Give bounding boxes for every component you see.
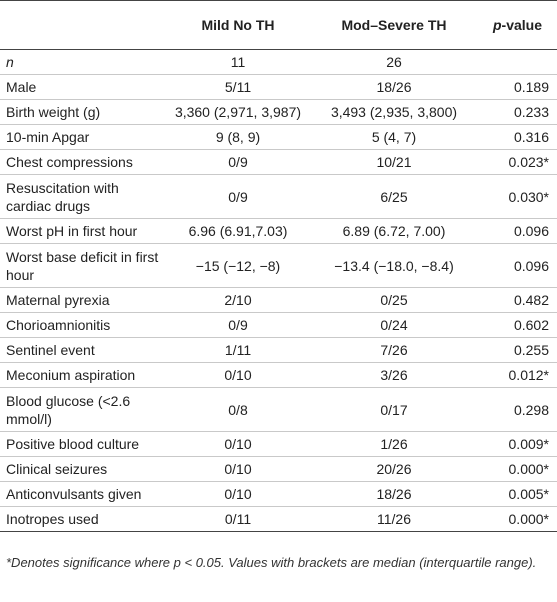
row-label: Anticonvulsants given — [0, 481, 166, 507]
table-body: n 11 26 Male 5/11 18/26 0.189 Birth weight (g) 3… — [0, 49, 557, 532]
cell-p-value: 0.316 — [478, 124, 557, 150]
table-footnote: *Denotes significance where p < 0.05. Va… — [6, 555, 537, 570]
cell-mild-no-th: 11 — [166, 49, 310, 75]
row-label: Meconium aspiration — [0, 362, 166, 388]
cell-p-value: 0.255 — [478, 337, 557, 363]
header-row: Mild No TH Mod–Severe TH p-value — [0, 0, 557, 50]
table-row: Clinical seizures 0/10 20/26 0.000* — [0, 456, 557, 482]
cell-mild-no-th: 0/8 — [166, 387, 310, 432]
row-label: Positive blood culture — [0, 431, 166, 457]
cell-p-value: 0.023* — [478, 149, 557, 175]
row-label: Blood glucose (<2.6 mmol/l) — [0, 387, 166, 432]
cell-mild-no-th: 0/10 — [166, 481, 310, 507]
row-label: Birth weight (g) — [0, 99, 166, 125]
table-row: Chest compressions 0/9 10/21 0.023* — [0, 149, 557, 175]
cell-mod-severe-th: 26 — [310, 49, 478, 75]
cell-mild-no-th: 3,360 (2,971, 3,987) — [166, 99, 310, 125]
cell-mod-severe-th: 18/26 — [310, 481, 478, 507]
cell-mod-severe-th: 18/26 — [310, 74, 478, 100]
header-p-letter: p — [492, 17, 502, 33]
cell-mild-no-th: 5/11 — [166, 74, 310, 100]
cell-mod-severe-th: 3,493 (2,935, 3,800) — [310, 99, 478, 125]
table-row: Meconium aspiration 0/10 3/26 0.012* — [0, 362, 557, 388]
table-row: Worst pH in first hour 6.96 (6.91,7.03) 6.… — [0, 218, 557, 244]
cell-p-value: 0.233 — [478, 99, 557, 125]
header-p-value: p-value — [478, 0, 557, 50]
table-row: Anticonvulsants given 0/10 18/26 0.005* — [0, 481, 557, 507]
row-label: Chest compressions — [0, 149, 166, 175]
cell-mod-severe-th: 1/26 — [310, 431, 478, 457]
cell-mod-severe-th: 5 (4, 7) — [310, 124, 478, 150]
cell-p-value: 0.000* — [478, 506, 557, 532]
cell-mild-no-th: 6.96 (6.91,7.03) — [166, 218, 310, 244]
cell-mod-severe-th: 7/26 — [310, 337, 478, 363]
cell-p-value: 0.009* — [478, 431, 557, 457]
row-label: Clinical seizures — [0, 456, 166, 482]
cell-mod-severe-th: 0/24 — [310, 312, 478, 338]
cell-mild-no-th: 0/9 — [166, 312, 310, 338]
cell-p-value: 0.096 — [478, 218, 557, 244]
row-label: Inotropes used — [0, 506, 166, 532]
table-row: 10-min Apgar 9 (8, 9) 5 (4, 7) 0.316 — [0, 124, 557, 150]
table-row: Positive blood culture 0/10 1/26 0.009* — [0, 431, 557, 457]
cell-mild-no-th: 0/9 — [166, 149, 310, 175]
cell-p-value — [478, 49, 557, 75]
row-label: Male — [0, 74, 166, 100]
header-variable — [0, 0, 166, 50]
row-label: n — [0, 49, 166, 75]
table-row: Sentinel event 1/11 7/26 0.255 — [0, 337, 557, 363]
table-row: n 11 26 — [0, 49, 557, 75]
table-row: Male 5/11 18/26 0.189 — [0, 74, 557, 100]
table-row: Inotropes used 0/11 11/26 0.000* — [0, 506, 557, 532]
row-label: 10-min Apgar — [0, 124, 166, 150]
cell-mod-severe-th: 3/26 — [310, 362, 478, 388]
table-row: Blood glucose (<2.6 mmol/l) 0/8 0/17 0.298 — [0, 387, 557, 432]
cell-mild-no-th: 9 (8, 9) — [166, 124, 310, 150]
cell-mild-no-th: −15 (−12, −8) — [166, 243, 310, 288]
header-p-rest: -value — [501, 17, 543, 33]
header-mod-severe-th: Mod–Severe TH — [310, 0, 478, 50]
cell-mod-severe-th: 20/26 — [310, 456, 478, 482]
cell-p-value: 0.482 — [478, 287, 557, 313]
row-label: Worst base deficit in first hour — [0, 243, 166, 288]
cell-p-value: 0.030* — [478, 174, 557, 219]
table-row: Worst base deficit in first hour −15 (−12… — [0, 243, 557, 288]
row-label: Sentinel event — [0, 337, 166, 363]
cell-p-value: 0.189 — [478, 74, 557, 100]
cell-mod-severe-th: 11/26 — [310, 506, 478, 532]
cell-mild-no-th: 2/10 — [166, 287, 310, 313]
table-row: Resuscitation with cardiac drugs 0/9 6/25 0… — [0, 174, 557, 219]
row-label: Chorioamnionitis — [0, 312, 166, 338]
cell-p-value: 0.000* — [478, 456, 557, 482]
row-label: Maternal pyrexia — [0, 287, 166, 313]
cell-p-value: 0.602 — [478, 312, 557, 338]
cell-mod-severe-th: 10/21 — [310, 149, 478, 175]
cell-p-value: 0.298 — [478, 387, 557, 432]
data-table: Mild No TH Mod–Severe TH p-value n 11 26 Ma… — [0, 0, 557, 532]
cell-mild-no-th: 0/9 — [166, 174, 310, 219]
cell-mod-severe-th: 6.89 (6.72, 7.00) — [310, 218, 478, 244]
cell-p-value: 0.096 — [478, 243, 557, 288]
cell-mild-no-th: 0/11 — [166, 506, 310, 532]
row-label: Worst pH in first hour — [0, 218, 166, 244]
row-label: Resuscitation with cardiac drugs — [0, 174, 166, 219]
cell-mild-no-th: 0/10 — [166, 362, 310, 388]
table-row: Chorioamnionitis 0/9 0/24 0.602 — [0, 312, 557, 338]
cell-mod-severe-th: 6/25 — [310, 174, 478, 219]
cell-mod-severe-th: 0/25 — [310, 287, 478, 313]
header-mild-no-th: Mild No TH — [166, 0, 310, 50]
cell-mild-no-th: 0/10 — [166, 431, 310, 457]
cell-p-value: 0.005* — [478, 481, 557, 507]
table-row: Maternal pyrexia 2/10 0/25 0.482 — [0, 287, 557, 313]
cell-mod-severe-th: 0/17 — [310, 387, 478, 432]
cell-mod-severe-th: −13.4 (−18.0, −8.4) — [310, 243, 478, 288]
cell-mild-no-th: 0/10 — [166, 456, 310, 482]
cell-p-value: 0.012* — [478, 362, 557, 388]
table-row: Birth weight (g) 3,360 (2,971, 3,987) 3,49… — [0, 99, 557, 125]
cell-mild-no-th: 1/11 — [166, 337, 310, 363]
